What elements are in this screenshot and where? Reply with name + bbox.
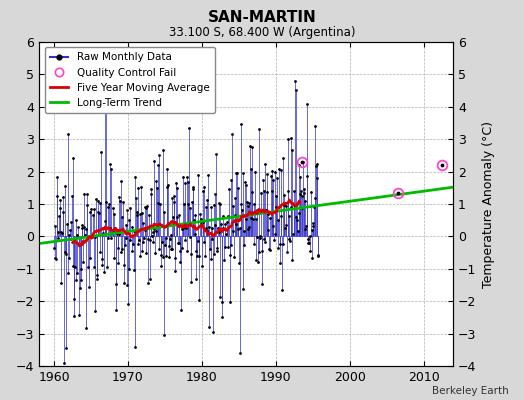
Text: 33.100 S, 68.400 W (Argentina): 33.100 S, 68.400 W (Argentina) xyxy=(169,26,355,39)
Text: Berkeley Earth: Berkeley Earth xyxy=(432,386,508,396)
Text: SAN-MARTIN: SAN-MARTIN xyxy=(208,10,316,25)
Y-axis label: Temperature Anomaly (°C): Temperature Anomaly (°C) xyxy=(482,120,495,288)
Legend: Raw Monthly Data, Quality Control Fail, Five Year Moving Average, Long-Term Tren: Raw Monthly Data, Quality Control Fail, … xyxy=(45,47,215,113)
